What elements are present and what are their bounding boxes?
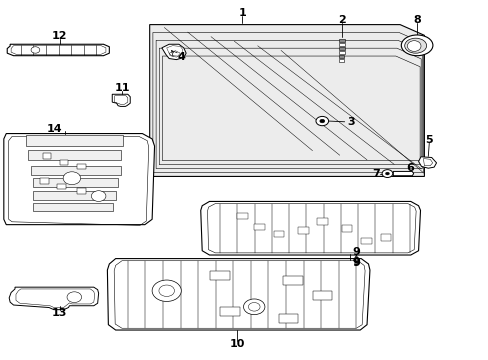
Bar [338,51,344,54]
Bar [33,191,116,200]
Text: 9: 9 [352,247,360,257]
Circle shape [159,285,174,296]
Bar [273,231,284,237]
Bar [40,178,49,184]
Bar [317,218,327,225]
Text: 8: 8 [412,15,420,25]
Text: 5: 5 [425,135,432,145]
Bar [77,188,85,194]
Circle shape [248,302,260,311]
Bar [26,135,122,146]
Polygon shape [392,171,413,176]
Text: 2: 2 [337,15,345,25]
Bar [220,307,239,316]
Bar [338,43,344,46]
Circle shape [315,116,328,126]
Circle shape [385,172,388,175]
Circle shape [381,170,392,177]
Circle shape [243,299,264,315]
Bar [339,59,344,62]
Text: 9: 9 [352,257,360,267]
Ellipse shape [407,41,420,51]
Polygon shape [149,24,424,176]
Polygon shape [162,44,186,60]
Text: 7: 7 [371,168,379,179]
Text: 1: 1 [238,8,245,18]
Text: 4: 4 [177,52,185,62]
Bar [210,271,229,280]
Text: 14: 14 [47,124,62,134]
Bar [341,225,352,232]
Ellipse shape [401,35,432,56]
Circle shape [67,292,81,302]
Bar [278,314,297,323]
Bar [33,203,113,211]
Bar [297,227,308,234]
Text: 10: 10 [229,339,244,349]
Polygon shape [107,258,369,330]
Bar [77,164,85,169]
Text: 12: 12 [52,31,67,41]
Circle shape [152,280,181,301]
Circle shape [319,119,324,123]
Bar [254,224,264,230]
Ellipse shape [404,38,426,53]
Bar [283,276,302,285]
Bar [42,153,51,158]
Bar [237,213,247,219]
Bar [312,291,331,300]
Polygon shape [418,157,436,168]
Bar [30,166,120,175]
Text: 9: 9 [352,258,360,268]
Circle shape [91,191,106,202]
Bar [338,39,344,42]
Polygon shape [9,287,99,310]
Circle shape [63,172,81,185]
Bar [338,55,344,58]
Bar [338,47,344,50]
Polygon shape [7,44,109,56]
Bar [60,159,68,165]
Polygon shape [4,134,154,225]
Bar [28,150,120,160]
Bar [57,184,66,189]
Circle shape [31,47,40,53]
Bar [380,234,390,241]
Polygon shape [201,202,420,255]
Text: 6: 6 [405,163,413,173]
Bar [361,238,371,244]
Text: 3: 3 [347,117,355,127]
Text: 13: 13 [52,308,67,318]
Polygon shape [112,94,130,107]
Text: 11: 11 [114,83,129,93]
Bar [33,178,118,187]
